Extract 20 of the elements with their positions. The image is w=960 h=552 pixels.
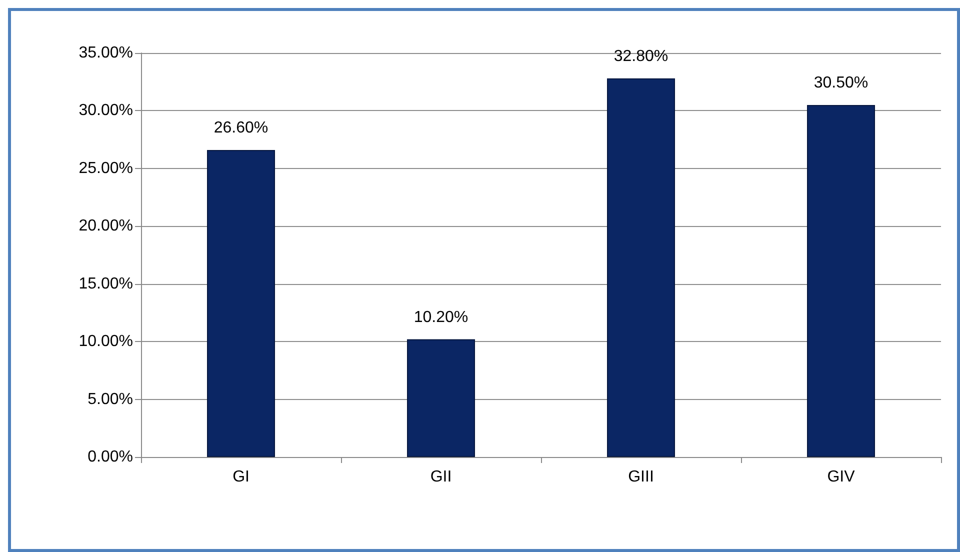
y-tick-label: 25.00% (78, 160, 133, 177)
data-label: 10.20% (414, 308, 468, 326)
bar (807, 104, 875, 457)
data-label: 32.80% (614, 48, 668, 65)
y-tick-label: 15.00% (78, 275, 133, 292)
bar (407, 339, 475, 457)
data-label: 26.60% (214, 119, 268, 136)
y-tick-label: 35.00% (78, 44, 133, 62)
y-tick-label: 30.00% (78, 102, 133, 120)
bar (607, 78, 675, 457)
x-tick-label: GIV (827, 468, 856, 486)
y-tick-label: 0.00% (88, 448, 133, 466)
y-tick-label: 10.00% (78, 333, 133, 350)
x-tick-label: GI (232, 468, 250, 486)
bar (207, 150, 275, 457)
data-label: 30.50% (814, 74, 868, 92)
y-tick-label: 20.00% (78, 218, 133, 235)
y-tick-label: 5.00% (88, 390, 133, 408)
x-tick-label: GIII (628, 468, 654, 486)
x-tick-label: GII (430, 468, 452, 486)
